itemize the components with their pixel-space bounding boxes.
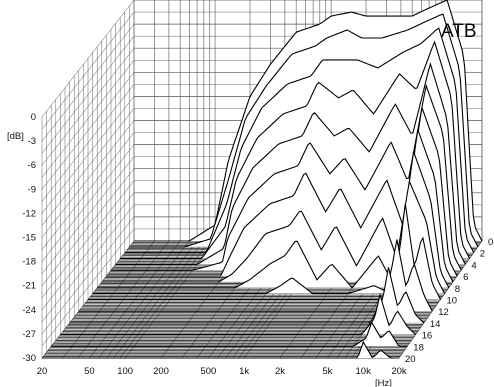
series-line [60, 292, 416, 336]
x-tick-label: 100 [117, 366, 133, 377]
side-wall-grid [41, 0, 135, 359]
z-tick-label: 0 [488, 237, 493, 248]
z-tick-label: 8 [455, 284, 460, 295]
z-tick-label: 6 [463, 272, 468, 283]
slice-fill [60, 294, 416, 335]
y-tick-label: 0 [31, 112, 36, 123]
x-tick-label: 200 [153, 366, 169, 377]
x-tick-label: 5k [322, 366, 332, 377]
slice-fill [106, 107, 458, 277]
slice-fill [69, 267, 424, 323]
series-line [42, 340, 399, 359]
series-line [124, 27, 475, 254]
waterfall-slices [42, 0, 483, 359]
z-tick-label: 18 [413, 342, 424, 353]
z-tick-label: 10 [447, 296, 458, 307]
x-tick-label: 500 [200, 366, 216, 377]
x-axis-label: [Hz] [375, 378, 392, 387]
y-axis-ticks: 0 -3 -6 -9 -12 -15 -18 -21 -24 -27 -30 [22, 112, 36, 364]
series-line [134, 0, 483, 242]
x-tick-label: 20 [37, 366, 48, 377]
z-tick-label: 4 [471, 260, 476, 271]
z-tick-label: 20 [405, 354, 416, 365]
x-axis-ticks: 20 50 100 200 500 1k 2k 5k 10k 20k [37, 366, 407, 377]
y-tick-label: -30 [22, 353, 36, 364]
x-tick-label: 50 [84, 366, 95, 377]
y-tick-label: -24 [22, 305, 36, 316]
series-line [115, 62, 466, 265]
chart-title: ATB [441, 21, 477, 42]
z-tick-label: 14 [430, 319, 441, 330]
slice-fill [51, 322, 408, 347]
series-line [129, 13, 479, 248]
series-line [106, 107, 458, 277]
x-tick-label: 10k [356, 366, 372, 377]
series-line [51, 321, 408, 347]
z-tick-label: 16 [422, 331, 433, 342]
y-tick-label: -9 [28, 184, 36, 195]
y-tick-label: -6 [28, 160, 36, 171]
series-line [120, 40, 471, 260]
y-tick-label: -12 [22, 208, 36, 219]
series-line [69, 267, 425, 324]
z-tick-label: 12 [438, 307, 449, 318]
y-tick-label: -21 [22, 281, 36, 292]
x-tick-label: 20k [391, 366, 407, 377]
y-tick-label: -27 [22, 329, 36, 340]
series-line [111, 83, 462, 271]
y-axis-label: [dB] [7, 131, 24, 142]
series-line [78, 239, 433, 312]
x-tick-label: 2k [275, 366, 285, 377]
y-tick-label: -3 [28, 136, 36, 147]
x-tick-label: 1k [239, 366, 249, 377]
y-tick-label: -18 [22, 257, 36, 268]
z-tick-label: 2 [480, 249, 485, 260]
y-tick-label: -15 [22, 233, 36, 244]
